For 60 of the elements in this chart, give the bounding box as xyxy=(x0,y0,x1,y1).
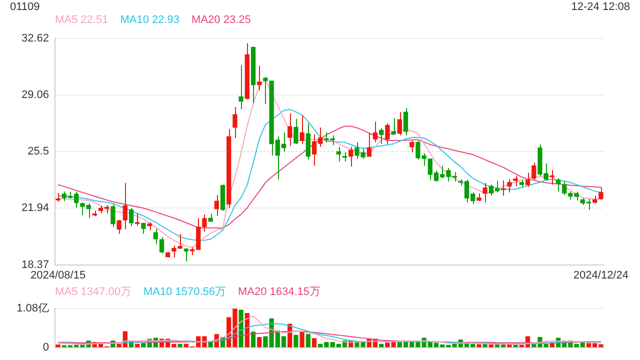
text: MA5 22.51 xyxy=(55,14,108,28)
candlestick xyxy=(410,140,414,153)
text: MA10 1570.56万 xyxy=(143,285,226,298)
text: MA10 22.93 xyxy=(120,14,180,28)
candlestick xyxy=(306,122,310,160)
bar xyxy=(208,342,213,348)
candlestick xyxy=(372,121,378,143)
candlestick xyxy=(525,172,530,188)
y-tick-label: 1.08亿 xyxy=(16,302,49,315)
y-tick-label: 18.37 xyxy=(21,258,49,271)
candlestick xyxy=(122,182,128,230)
candlestick xyxy=(385,122,390,144)
candlestick xyxy=(214,194,219,216)
bar xyxy=(238,310,244,348)
x-tick-label: 2024/12/24 xyxy=(573,269,628,282)
candlestick xyxy=(513,175,518,187)
bar xyxy=(294,334,298,348)
candlestick xyxy=(482,182,488,203)
candlestick xyxy=(379,128,384,144)
candlestick xyxy=(238,64,244,110)
text: 12-24 12:08 xyxy=(571,1,630,13)
candlestick xyxy=(348,146,354,168)
candlestick xyxy=(366,132,372,157)
bar xyxy=(250,332,256,348)
candlestick xyxy=(300,115,304,144)
bar xyxy=(257,337,262,348)
candlestick xyxy=(507,178,512,193)
candlestick xyxy=(532,162,536,182)
bar xyxy=(312,338,317,348)
y-tick-label: 25.5 xyxy=(28,146,49,158)
bar xyxy=(306,334,310,348)
candlestick xyxy=(128,208,134,227)
chart-title: 01109 xyxy=(10,1,40,13)
candlestick xyxy=(288,112,292,146)
y-tick-label: 32.62 xyxy=(21,32,49,45)
candlestick xyxy=(391,118,396,135)
candlestick xyxy=(336,146,341,162)
candlestick xyxy=(257,65,262,91)
candlestick xyxy=(294,118,298,144)
candlestick xyxy=(184,248,188,262)
candlestick xyxy=(403,108,408,136)
y-tick-label: 0 xyxy=(42,341,49,354)
candlestick xyxy=(598,186,604,200)
bar xyxy=(56,344,60,348)
text: MA20 1634.15万 xyxy=(238,285,321,298)
y-tick-label: 21.94 xyxy=(21,202,49,214)
x-tick-label: 2024/08/15 xyxy=(30,269,86,282)
bar xyxy=(476,344,482,348)
candlestick xyxy=(110,204,116,228)
candlestick xyxy=(135,212,140,226)
bar xyxy=(300,332,304,348)
text: MA20 23.25 xyxy=(192,14,251,28)
candlestick xyxy=(116,219,122,234)
candlestick xyxy=(232,106,238,139)
text: MA5 1347.00万 xyxy=(55,285,132,298)
candlestick xyxy=(397,112,402,136)
candlestick xyxy=(556,178,561,192)
bar xyxy=(178,344,182,348)
y-tick-label: 29.06 xyxy=(21,89,49,102)
bar xyxy=(513,344,518,348)
